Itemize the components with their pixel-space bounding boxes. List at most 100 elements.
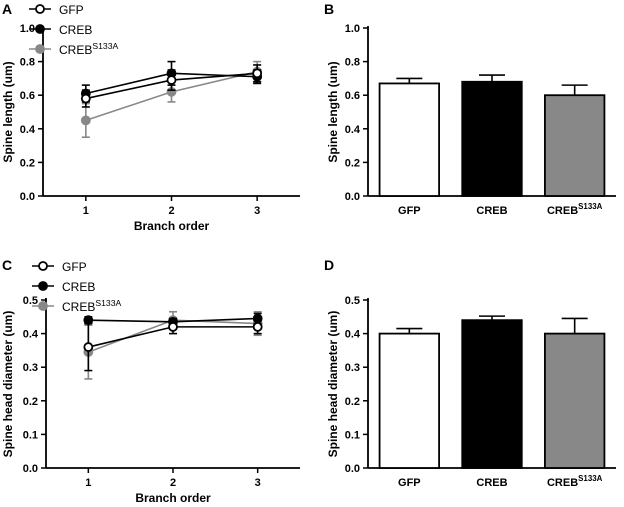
y-tick-label: 0.0	[23, 463, 38, 475]
y-tick-label: 0.4	[345, 329, 361, 341]
y-tick-label: 0.4	[23, 329, 39, 341]
bar-s133a: CREBS133A	[544, 317, 606, 489]
x-category-label-base: GFP	[398, 205, 421, 217]
x-tick-label: 2	[170, 477, 176, 489]
y-tick-label: 1.0	[345, 23, 360, 35]
bar-s133a: CREBS133A	[544, 84, 606, 217]
panel-letter: B	[324, 1, 334, 17]
x-category-label-base: CREB	[547, 205, 578, 217]
y-axis-label: Spine head diameter (um)	[1, 311, 15, 458]
legend-label: CREB	[62, 280, 95, 294]
legend-label: CREBS133A	[59, 41, 118, 57]
panel-c: C 0.0 0.1 0.2 0.3 0.4 0.5 Spine head diameter (…	[1, 257, 300, 505]
y-tick-label: 0.2	[20, 157, 35, 169]
data-point	[83, 342, 94, 352]
x-category-label-sup: S133A	[578, 474, 602, 483]
bar-creb: CREB	[461, 74, 523, 217]
legend-label-sup: S133A	[95, 298, 121, 308]
x-category-label: CREBS133A	[547, 202, 603, 217]
bar	[461, 319, 523, 469]
y-tick-label: 0.0	[345, 191, 360, 203]
data-point	[166, 75, 177, 85]
x-category-label: CREBS133A	[547, 474, 603, 489]
data-point	[80, 115, 91, 126]
legend-marker	[35, 4, 45, 14]
y-tick-label: 0.8	[345, 57, 360, 69]
bar	[378, 332, 440, 469]
legend-marker	[38, 301, 48, 311]
legend-marker	[35, 24, 45, 34]
bar	[378, 82, 440, 197]
legend-label: CREB	[59, 23, 92, 37]
series-gfp	[83, 319, 263, 372]
legend-marker	[38, 261, 48, 271]
x-category-label: GFP	[398, 477, 421, 489]
x-category-label-base: CREB	[547, 477, 578, 489]
y-axis-label: Spine length (um)	[1, 61, 15, 162]
panel-d: D 0.0 0.1 0.2 0.3 0.4 0.5 Spine head diameter (…	[324, 257, 616, 489]
legend-label-base: CREB	[59, 43, 92, 57]
panel-letter: A	[2, 1, 12, 17]
x-category-label: GFP	[398, 205, 421, 217]
y-tick-label: 0.4	[345, 124, 361, 136]
x-axis-label: Branch order	[135, 491, 211, 505]
bar-gfp: GFP	[378, 77, 440, 217]
x-category-label-sup: S133A	[578, 202, 602, 211]
panel-a: A 0.0 0.2 0.4 0.6 0.8 1.0 Spine length (um) 1 2 3 B…	[1, 1, 300, 233]
y-tick-label: 0.2	[23, 396, 38, 408]
y-tick-label: 0.8	[20, 57, 35, 69]
data-point	[168, 321, 178, 332]
y-tick-label: 0.1	[345, 429, 360, 441]
legend-label-sup: S133A	[92, 41, 118, 51]
x-category-label-base: CREB	[476, 477, 507, 489]
y-tick-label: 0.0	[345, 463, 360, 475]
y-axis-label: Spine length (um)	[326, 61, 340, 162]
panel-letter: D	[324, 257, 334, 273]
legend-label: CREBS133A	[62, 298, 121, 314]
x-category-label: CREB	[476, 205, 507, 217]
x-tick-label: 1	[85, 477, 91, 489]
x-category-label: CREB	[476, 477, 507, 489]
y-tick-label: 0.4	[20, 124, 36, 136]
bar	[461, 80, 523, 197]
y-tick-label: 0.1	[23, 429, 38, 441]
series-gfp	[80, 64, 263, 108]
data-point	[80, 93, 91, 104]
bar-creb: CREB	[461, 315, 523, 489]
y-tick-label: 0.0	[20, 191, 35, 203]
legend-label-base: CREB	[62, 300, 95, 314]
legend-label: GFP	[59, 3, 84, 17]
y-tick-label: 0.3	[345, 362, 360, 374]
legend-marker	[35, 44, 45, 54]
y-tick-label: 0.5	[345, 295, 360, 307]
legend-label-base: CREB	[59, 23, 92, 37]
legend-label-base: CREB	[62, 280, 95, 294]
x-category-label-base: GFP	[398, 477, 421, 489]
legend-label-base: GFP	[59, 3, 84, 17]
x-tick-label: 1	[83, 205, 89, 217]
y-tick-label: 0.3	[23, 362, 38, 374]
y-tick-label: 0.6	[345, 90, 360, 102]
x-category-label-base: CREB	[476, 205, 507, 217]
panel-letter: C	[2, 257, 12, 273]
x-tick-label: 2	[168, 205, 174, 217]
y-tick-label: 0.2	[345, 396, 360, 408]
legend-label: GFP	[62, 260, 87, 274]
y-tick-label: 1.0	[20, 23, 35, 35]
bar	[544, 332, 606, 469]
data-point	[252, 68, 263, 79]
x-tick-label: 3	[254, 205, 260, 217]
legend-label-base: GFP	[62, 260, 87, 274]
y-axis-label: Spine head diameter (um)	[326, 311, 340, 458]
y-tick-label: 0.2	[345, 157, 360, 169]
data-point	[252, 321, 263, 332]
x-tick-label: 3	[255, 477, 261, 489]
bar-gfp: GFP	[378, 327, 440, 489]
y-tick-label: 0.5	[23, 295, 38, 307]
bar	[544, 94, 606, 197]
panel-b: B 0.0 0.2 0.4 0.6 0.8 1.0 Spine length (um) GFP C…	[324, 1, 616, 217]
legend-marker	[38, 281, 48, 291]
